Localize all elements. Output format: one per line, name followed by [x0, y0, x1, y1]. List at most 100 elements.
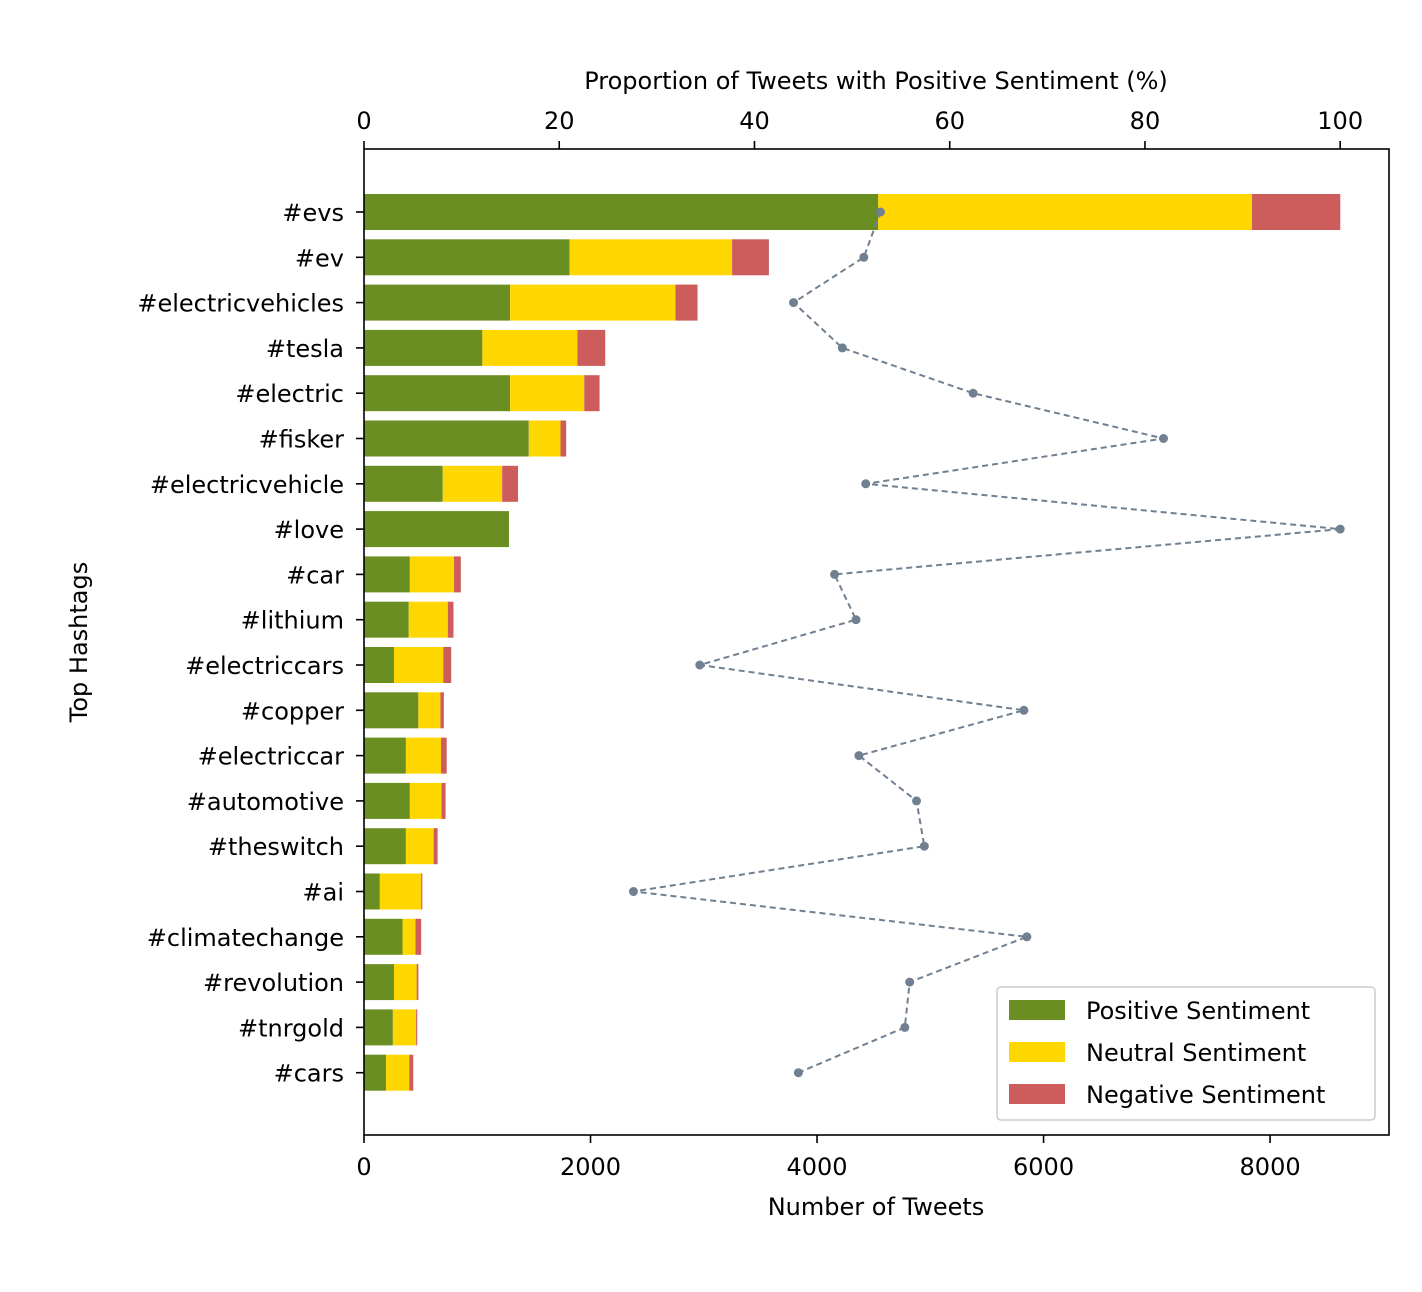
bar-negative-tnrgold [416, 1009, 418, 1046]
y-tick-label: #climatechange [147, 924, 344, 952]
line-point-tnrgold [900, 1022, 910, 1032]
bar-neutral-tnrgold [392, 1009, 417, 1046]
bar-neutral-copper [418, 692, 441, 729]
x-tick-label: 2000 [560, 1153, 621, 1181]
bar-positive-car [364, 556, 410, 593]
bar-negative-ai [421, 873, 423, 910]
bar-positive-love [364, 511, 509, 548]
positive-proportion-line [633, 211, 1341, 1074]
bar-negative-electriccars [443, 647, 452, 683]
ticks-layer: 0 2000 4000 6000 8000 0 20 40 60 80 100 #evs #ev #ele… [137, 107, 1363, 1181]
bar-negative-electriccar [441, 737, 447, 774]
legend-swatch-neutral [1009, 1042, 1065, 1062]
line-point-lithium [851, 615, 861, 625]
line-point-electriccars [695, 660, 705, 670]
bar-positive-climatechange [364, 918, 403, 955]
bar-positive-electricvehicle [364, 465, 443, 502]
line-point-electricvehicle [861, 479, 871, 489]
y-tick-label: #tesla [266, 335, 344, 363]
bar-negative-electricvehicles [675, 284, 698, 321]
bar-positive-ai [364, 873, 380, 910]
legend-label-neutral: Neutral Sentiment [1086, 1039, 1306, 1067]
legend-label-negative: Negative Sentiment [1086, 1081, 1325, 1109]
bar-neutral-lithium [408, 601, 448, 638]
y-tick-label: #ai [303, 879, 344, 907]
bar-positive-electriccar [364, 737, 406, 774]
bar-positive-automotive [364, 782, 410, 819]
bar-negative-evs [1251, 194, 1341, 230]
bar-neutral-electriccars [394, 647, 444, 683]
bar-neutral-theswitch [405, 828, 434, 865]
y-tick-label: #tnrgold [238, 1014, 344, 1042]
line-point-love [1335, 524, 1345, 534]
bars-layer [364, 194, 1341, 1091]
legend-swatch-negative [1009, 1084, 1065, 1104]
bar-positive-copper [364, 692, 419, 729]
bar-neutral-electriccar [405, 737, 442, 774]
bar-positive-lithium [364, 601, 409, 638]
x-tick-label: 4000 [786, 1153, 847, 1181]
top-x-axis-title: Proportion of Tweets with Positive Senti… [584, 67, 1168, 95]
legend-label-positive: Positive Sentiment [1086, 997, 1310, 1025]
line-point-copper [1019, 705, 1029, 715]
legend-frame [996, 986, 1376, 1121]
bar-negative-automotive [441, 782, 446, 819]
y-tick-label: #copper [241, 697, 344, 725]
bar-neutral-evs [878, 194, 1252, 230]
y-tick-label: #electricvehicle [150, 471, 344, 499]
bar-negative-copper [440, 692, 444, 729]
bar-negative-ev [732, 239, 769, 276]
line-point-theswitch [919, 841, 929, 851]
y-axis-title: Top Hashtags [65, 562, 93, 723]
bar-neutral-electricvehicles [510, 284, 676, 321]
line-point-tesla [837, 343, 847, 353]
x-tick-label: 0 [356, 1153, 371, 1181]
bar-positive-cars [364, 1054, 387, 1091]
y-tick-label: #fisker [259, 426, 345, 454]
y-tick-label: #theswitch [208, 833, 344, 861]
y-tick-label: #cars [274, 1060, 344, 1088]
top-x-tick-label: 80 [1130, 107, 1161, 135]
bar-negative-car [454, 556, 461, 593]
bar-neutral-ai [379, 873, 422, 910]
top-x-tick-label: 100 [1317, 107, 1363, 135]
x-axis-title: Number of Tweets [768, 1193, 985, 1221]
x-tick-label: 8000 [1240, 1153, 1301, 1181]
bar-neutral-revolution [394, 964, 417, 1001]
y-tick-label: #car [286, 561, 344, 589]
bar-neutral-electricvehicle [442, 465, 503, 502]
bar-neutral-automotive [409, 782, 442, 819]
bar-negative-lithium [447, 601, 454, 638]
bar-positive-electric [364, 375, 511, 412]
legend: Positive Sentiment Neutral Sentiment Neg… [996, 986, 1376, 1121]
y-tick-label: #ev [295, 244, 344, 272]
line-point-ai [628, 887, 638, 896]
bar-positive-electricvehicles [364, 284, 511, 321]
line-point-ev [859, 252, 869, 262]
line-point-climatechange [1022, 932, 1032, 942]
line-point-fisker [1159, 434, 1168, 443]
line-layer [628, 207, 1345, 1078]
y-tick-label: #lithium [241, 607, 344, 635]
line-point-electriccar [854, 751, 864, 761]
y-tick-label: #electricvehicles [137, 290, 344, 318]
bar-neutral-climatechange [402, 918, 416, 955]
bar-neutral-car [409, 556, 455, 593]
bar-positive-evs [364, 194, 879, 230]
line-point-automotive [912, 796, 922, 806]
line-point-car [830, 569, 840, 579]
bar-negative-climatechange [415, 918, 422, 955]
bar-neutral-cars [386, 1054, 410, 1091]
bar-positive-theswitch [364, 828, 406, 865]
bar-positive-revolution [364, 964, 395, 1001]
y-tick-label: #automotive [187, 788, 344, 816]
bar-positive-tnrgold [364, 1009, 393, 1046]
x-tick-label: 6000 [1013, 1153, 1074, 1181]
y-tick-label: #evs [282, 199, 344, 227]
bar-negative-fisker [560, 420, 567, 457]
plot-frame [363, 148, 1390, 1136]
y-tick-label: #love [274, 516, 344, 544]
bar-neutral-tesla [482, 329, 578, 366]
bar-positive-electriccars [364, 647, 395, 683]
